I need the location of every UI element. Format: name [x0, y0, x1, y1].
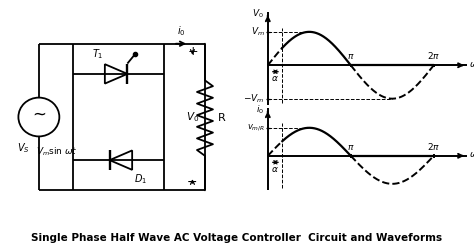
- Polygon shape: [109, 150, 132, 170]
- Text: $V_0$: $V_0$: [186, 110, 199, 124]
- Text: $V_m$: $V_m$: [251, 25, 265, 38]
- Text: $\omega t$: $\omega t$: [469, 58, 474, 69]
- Text: $v_{m/R}$: $v_{m/R}$: [247, 122, 265, 133]
- Text: $\pi$: $\pi$: [347, 143, 355, 152]
- Text: $\alpha$: $\alpha$: [271, 165, 279, 174]
- Text: $\alpha$: $\alpha$: [271, 74, 279, 83]
- Text: ~: ~: [32, 106, 46, 124]
- Text: $\pi$: $\pi$: [347, 52, 355, 61]
- Text: $V_m \sin\,\omega t$: $V_m \sin\,\omega t$: [36, 145, 78, 158]
- Text: $2\pi$: $2\pi$: [427, 141, 440, 152]
- Text: −: −: [187, 176, 198, 189]
- Text: R: R: [218, 113, 225, 123]
- Text: $V_S$: $V_S$: [17, 141, 29, 155]
- Text: $\omega t$: $\omega t$: [469, 148, 474, 159]
- Text: $-V_m$: $-V_m$: [244, 92, 265, 105]
- Text: $D_1$: $D_1$: [135, 173, 147, 186]
- Text: $i_0$: $i_0$: [177, 24, 185, 38]
- Text: $2\pi$: $2\pi$: [427, 50, 440, 61]
- Polygon shape: [105, 64, 128, 84]
- Text: $i_0$: $i_0$: [256, 103, 264, 116]
- Text: +: +: [187, 45, 198, 58]
- Text: Single Phase Half Wave AC Voltage Controller  Circuit and Waveforms: Single Phase Half Wave AC Voltage Contro…: [31, 233, 443, 243]
- Text: $T_1$: $T_1$: [92, 47, 104, 61]
- Text: $V_0$: $V_0$: [253, 7, 264, 20]
